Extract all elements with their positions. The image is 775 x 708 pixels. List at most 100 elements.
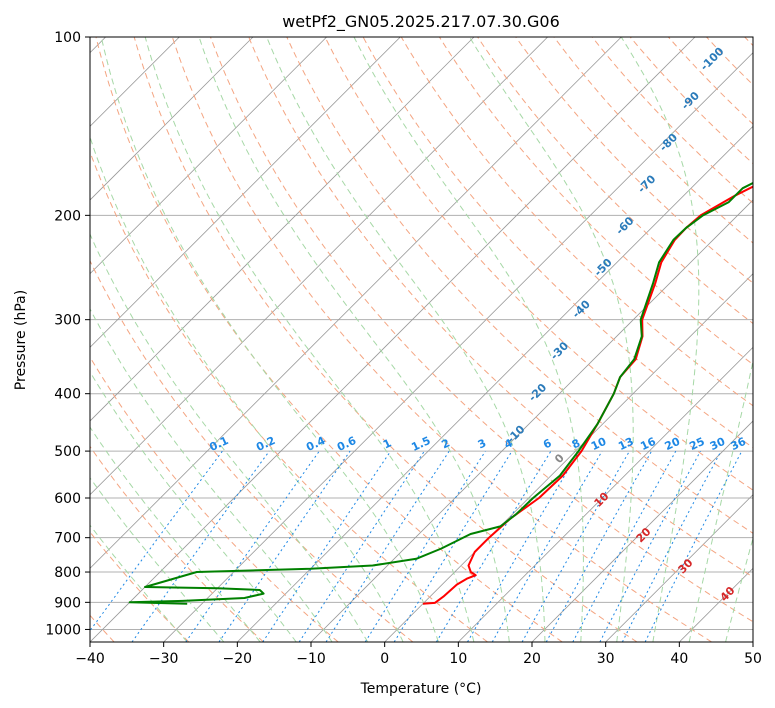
isotherm-line bbox=[531, 420, 753, 642]
y-tick-label: 200 bbox=[54, 208, 81, 224]
isotherm-line bbox=[384, 273, 753, 642]
isotherm-line bbox=[90, 37, 254, 201]
mixing-ratio-line bbox=[185, 450, 320, 642]
dry-adiabat bbox=[133, 37, 638, 642]
mixing-ratio-line bbox=[599, 450, 701, 642]
dry-adiabat bbox=[324, 37, 753, 491]
series-layer bbox=[128, 181, 753, 605]
mixing-ratio-label: 16 bbox=[638, 435, 658, 453]
mixing-ratio-label: 30 bbox=[708, 435, 728, 453]
dry-adiabat bbox=[400, 37, 753, 407]
x-tick-label: 50 bbox=[744, 651, 762, 667]
mixing-ratio-label: 6 bbox=[541, 436, 554, 451]
x-tick-label: 10 bbox=[449, 651, 467, 667]
dry-adiabat-label: -80 bbox=[657, 131, 680, 154]
moist-adiabat bbox=[469, 37, 634, 642]
x-tick-label: 40 bbox=[670, 651, 688, 667]
mixing-ratio-line bbox=[298, 450, 425, 642]
dry-adiabat bbox=[90, 445, 264, 642]
isotherm-line bbox=[163, 52, 753, 642]
dry-adiabat bbox=[362, 37, 753, 449]
mixing-ratio-label: 3 bbox=[476, 436, 488, 451]
moist-adiabat bbox=[90, 135, 404, 642]
dry-adiabat bbox=[553, 37, 753, 244]
mixing-ratio-label: 10 bbox=[589, 435, 609, 453]
dry-adiabat bbox=[95, 37, 563, 642]
moist-adiabat bbox=[688, 358, 753, 642]
dry-adiabat bbox=[706, 37, 753, 86]
y-tick-label: 100 bbox=[54, 30, 81, 46]
y-tick-label: 900 bbox=[54, 595, 81, 611]
mixing-ratio-line bbox=[262, 450, 392, 642]
y-tick-label: 500 bbox=[54, 444, 81, 460]
isotherm-line bbox=[458, 346, 753, 642]
y-tick-label: 600 bbox=[54, 491, 81, 507]
isotherm-line bbox=[752, 641, 753, 642]
moist-adiabat bbox=[90, 370, 297, 642]
mixing-ratio-line bbox=[435, 450, 552, 642]
dry-adiabat bbox=[248, 37, 753, 578]
dry-adiabat bbox=[171, 37, 712, 642]
moist-adiabat bbox=[620, 37, 700, 642]
mixing-ratio-line bbox=[218, 450, 351, 642]
isotherm-line bbox=[605, 494, 753, 642]
dry-adiabat bbox=[515, 37, 753, 284]
mixing-ratio-line bbox=[393, 450, 513, 642]
x-axis-label: Temperature (°C) bbox=[360, 681, 482, 697]
y-tick-label: 700 bbox=[54, 531, 81, 547]
y-tick-label: 300 bbox=[54, 313, 81, 329]
isotherm-line bbox=[90, 37, 401, 348]
moist-adiabat-label: 0 bbox=[552, 451, 567, 466]
moist-adiabat-label: 10 bbox=[592, 490, 612, 510]
isotherm-line bbox=[90, 37, 696, 642]
dry-adiabat-label: -30 bbox=[548, 339, 571, 362]
isotherm-line bbox=[237, 125, 753, 642]
moist-adiabat bbox=[90, 308, 333, 642]
mixing-ratio-label: 13 bbox=[616, 435, 635, 453]
temperature-profile-line bbox=[422, 185, 753, 605]
moist-adiabat bbox=[198, 37, 510, 642]
dry-adiabat bbox=[90, 259, 414, 642]
moist-adiabat bbox=[144, 37, 475, 642]
dry-adiabat-label: -40 bbox=[570, 297, 593, 320]
moist-adiabat bbox=[725, 536, 753, 642]
mixing-ratio-line bbox=[325, 450, 450, 642]
dry-adiabat bbox=[591, 37, 753, 204]
plot-frame bbox=[89, 36, 754, 643]
mixing-ratio-line bbox=[90, 450, 223, 632]
dry-adiabat-label: -20 bbox=[526, 381, 549, 404]
x-tick-label: 0 bbox=[380, 651, 389, 667]
y-tick-label: 400 bbox=[54, 387, 81, 403]
y-tick-label: 800 bbox=[54, 565, 81, 581]
mixing-ratio-line bbox=[545, 450, 653, 642]
mixing-ratio-line bbox=[621, 450, 722, 642]
isotherm-line bbox=[90, 37, 327, 275]
x-tick-label: 30 bbox=[597, 651, 615, 667]
x-tick-label: −20 bbox=[223, 651, 253, 667]
isotherm-line bbox=[310, 199, 753, 642]
mixing-ratio-line bbox=[364, 450, 486, 642]
dry-adiabat bbox=[668, 37, 753, 125]
x-tick-label: 20 bbox=[523, 651, 541, 667]
isotherm-line bbox=[90, 37, 548, 496]
x-tick-label: −10 bbox=[296, 651, 326, 667]
isotherm-line bbox=[90, 37, 622, 569]
mixing-ratio-label: 25 bbox=[687, 435, 706, 453]
x-axis: −40 −30 −20 −10 0 10 20 30 40 50 bbox=[75, 642, 762, 667]
isotherm-line bbox=[90, 37, 475, 422]
mixing-ratio-label: 36 bbox=[729, 435, 749, 453]
mixing-ratio-label: 2 bbox=[440, 436, 452, 451]
moist-adiabat bbox=[90, 232, 369, 642]
background-labels: 0.1 0.2 0.4 0.6 1 1.5 2 3 4 6 8 10 13 16 20 25 30 36-100-… bbox=[207, 44, 748, 604]
dry-adiabat bbox=[90, 356, 339, 642]
mixing-ratio-line bbox=[521, 450, 630, 642]
mixing-ratio-line bbox=[467, 450, 580, 642]
dry-adiabat bbox=[629, 37, 753, 165]
dewpoint-profile-line bbox=[128, 181, 753, 605]
dry-adiabat bbox=[210, 37, 753, 623]
moist-adiabat bbox=[90, 426, 261, 642]
x-tick-label: −40 bbox=[75, 651, 105, 667]
moist-adiabat bbox=[353, 37, 584, 642]
mixing-ratio-line bbox=[131, 450, 270, 642]
